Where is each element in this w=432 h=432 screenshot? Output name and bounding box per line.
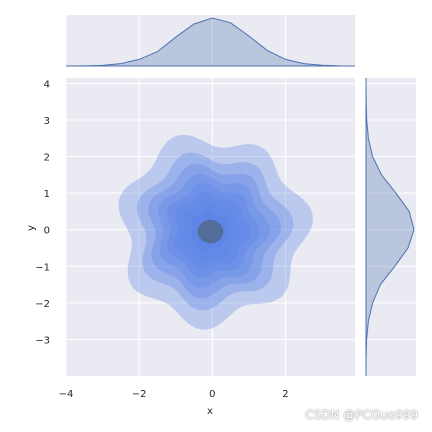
watermark-text: CSDN @PCGuo999 [305, 408, 418, 422]
y-tick-label: 1 [44, 189, 50, 200]
y-tick-label: 3 [44, 116, 50, 127]
kde-core [197, 219, 224, 244]
x-tick-label: −4 [59, 389, 74, 400]
y-axis-label: y [26, 225, 37, 231]
y-tick-label: 0 [44, 226, 50, 237]
x-tick-labels: −4 −2 0 2 [59, 389, 289, 400]
x-tick-label: 0 [209, 389, 215, 400]
x-tick-label: −2 [132, 389, 147, 400]
right-marginal-kde [365, 78, 415, 377]
top-marginal-grid [65, 15, 286, 66]
right-marginal-grid [366, 82, 416, 340]
y-tick-label: −1 [35, 262, 50, 273]
x-axis-label: x [207, 406, 213, 417]
top-marginal-kde [65, 17, 356, 67]
y-tick-labels: −3 −2 −1 0 1 2 3 4 [35, 79, 50, 346]
top-marginal-panel [66, 15, 355, 66]
y-tick-label: 4 [44, 79, 50, 90]
y-tick-label: −3 [35, 335, 50, 346]
kde-contours [118, 134, 314, 330]
x-tick-label: 2 [282, 389, 288, 400]
y-tick-label: 2 [44, 153, 50, 164]
y-tick-label: −2 [35, 299, 50, 310]
right-marginal-panel [366, 78, 416, 376]
